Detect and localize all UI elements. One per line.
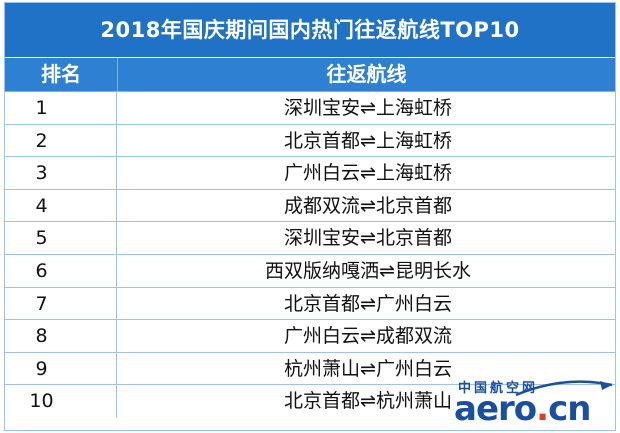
table-title: 2018年国庆期间国内热门往返航线TOP10: [5, 3, 615, 58]
route-cell: 广州白云⇌上海虹桥: [284, 162, 452, 185]
table-row: 1 深圳宝安⇌上海虹桥: [5, 92, 615, 125]
table-body: 1 深圳宝安⇌上海虹桥 2 北京首都⇌上海虹桥 3 广州白云⇌上海虹桥 4 成都双流⇌北…: [5, 92, 615, 418]
table-row: 6 西双版纳嘎洒⇌昆明长水: [5, 254, 615, 288]
rank-cell: 6: [5, 254, 117, 287]
route-cell: 北京首都⇌上海虹桥: [284, 129, 452, 152]
route-cell: 北京首都⇌杭州萧山: [284, 390, 452, 413]
route-cell: 西双版纳嘎洒⇌昆明长水: [265, 259, 471, 282]
rank-cell: 1: [5, 92, 117, 124]
header-rank: 排名: [5, 58, 118, 91]
watermark-cn-text: 中国航空网: [458, 381, 539, 396]
table-row: 7 北京首都⇌广州白云: [5, 287, 615, 321]
rank-cell: 7: [5, 287, 117, 320]
watermark-en-main: aero: [454, 389, 537, 429]
route-cell: 广州白云⇌成都双流: [284, 325, 452, 348]
watermark-en-tld: cn: [548, 389, 591, 429]
table-row: 10 北京首都⇌杭州萧山: [5, 385, 615, 418]
header-route: 往返航线: [326, 62, 407, 86]
route-cell: 成都双流⇌北京首都: [284, 194, 452, 217]
route-cell: 深圳宝安⇌上海虹桥: [284, 97, 452, 119]
rank-cell: 8: [5, 320, 117, 352]
route-cell: 北京首都⇌广州白云: [284, 292, 452, 315]
aero-cn-watermark-logo: 中国航空网 aero.cn: [454, 377, 614, 429]
table-row: 5 深圳宝安⇌北京首都: [5, 222, 615, 255]
table-row: 8 广州白云⇌成都双流: [5, 320, 615, 353]
plane-swoosh-icon: [515, 380, 613, 397]
table-row: 2 北京首都⇌上海虹桥: [5, 124, 615, 158]
table-header: 排名 往返航线: [5, 58, 615, 92]
route-cell: 深圳宝安⇌北京首都: [284, 227, 452, 250]
rank-cell: 2: [5, 124, 117, 157]
rank-cell: 10: [5, 385, 117, 418]
rank-cell: 3: [5, 157, 117, 189]
watermark-en-text: aero.cn: [454, 389, 614, 429]
rank-cell: 9: [5, 352, 117, 385]
routes-table: 2018年国庆期间国内热门往返航线TOP10 排名 往返航线 1 深圳宝安⇌上海虹…: [4, 2, 616, 431]
rank-cell: 4: [5, 189, 117, 222]
table-row: 9 杭州萧山⇌广州白云: [5, 352, 615, 386]
table-row: 3 广州白云⇌上海虹桥: [5, 157, 615, 190]
rank-cell: 5: [5, 222, 117, 254]
table-row: 4 成都双流⇌北京首都: [5, 189, 615, 223]
watermark-en-dot: .: [536, 389, 549, 429]
route-cell: 杭州萧山⇌广州白云: [284, 357, 452, 380]
